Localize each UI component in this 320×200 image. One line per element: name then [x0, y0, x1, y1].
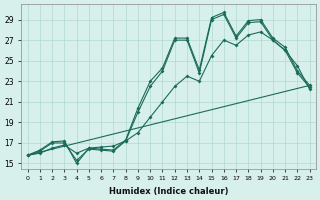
X-axis label: Humidex (Indice chaleur): Humidex (Indice chaleur) [109, 187, 228, 196]
